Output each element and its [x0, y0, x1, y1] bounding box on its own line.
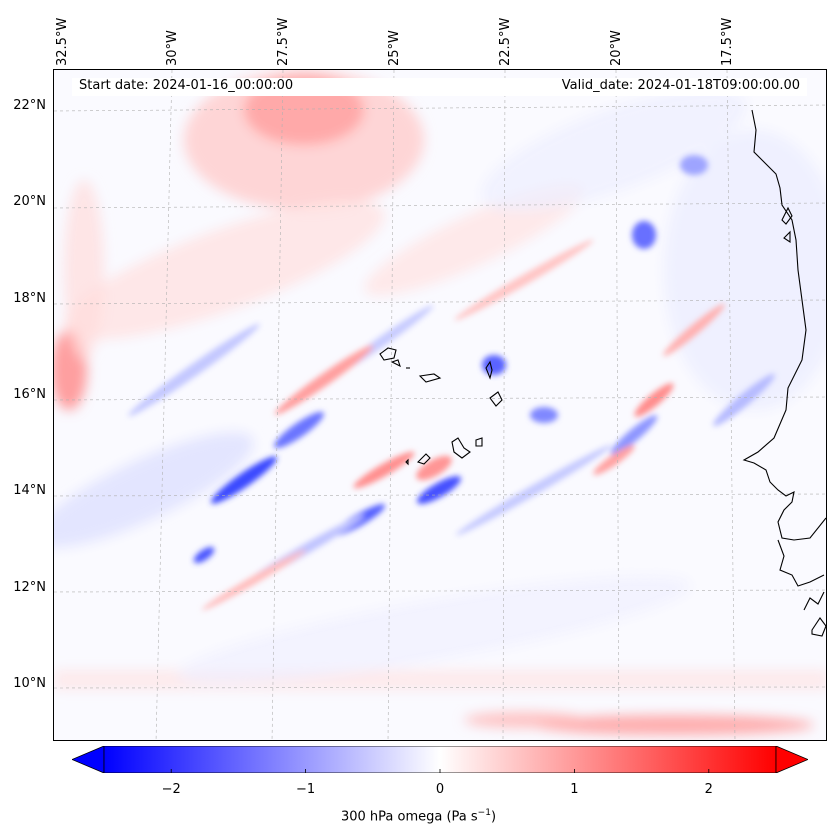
colorbar-tick-label: 0 — [435, 782, 445, 797]
colorbar-ticks — [170, 769, 710, 773]
omega-field-map — [54, 70, 826, 740]
graticule — [54, 70, 826, 740]
valid-date-label: Valid_date: 2024-01-18T09:00:00.00 — [561, 78, 800, 93]
colorbar-tick-label: −1 — [296, 782, 316, 797]
colorbar-title: 300 hPa omega (Pa s−1) — [0, 808, 837, 824]
lat-label: 10°N — [13, 676, 46, 691]
lon-label: 17.5°W — [720, 17, 735, 66]
colorbar-gradient — [103, 746, 777, 773]
lon-label: 25°W — [387, 30, 402, 66]
lon-label: 22.5°W — [498, 17, 513, 66]
colorbar — [72, 746, 808, 773]
start-date-label: Start date: 2024-01-16_00:00:00 — [79, 78, 294, 93]
colorbar-tick-label: −2 — [161, 782, 181, 797]
coastline — [742, 109, 826, 637]
lat-label: 18°N — [13, 291, 46, 306]
lat-label: 12°N — [13, 580, 46, 595]
lon-label: 32.5°W — [55, 17, 70, 66]
header-banner — [72, 78, 807, 96]
colorbar-tick-label: 2 — [704, 782, 713, 797]
lat-label: 16°N — [13, 387, 46, 402]
colorbar-units-suffix: ) — [490, 809, 497, 825]
lat-label: 14°N — [13, 483, 46, 498]
lon-label: 30°W — [165, 30, 180, 66]
colorbar-units-exponent: −1 — [477, 808, 491, 818]
streaks — [128, 155, 775, 611]
colorbar-tick-label: 1 — [570, 782, 579, 797]
lat-label: 22°N — [13, 98, 46, 113]
colorbar-extend-high — [775, 746, 808, 773]
lon-label: 20°W — [609, 30, 624, 66]
lon-label: 27.5°W — [276, 17, 291, 66]
colorbar-units-prefix: 300 hPa omega (Pa s — [340, 809, 478, 825]
colorbar-extend-low — [72, 746, 105, 773]
lat-label: 20°N — [13, 194, 46, 209]
cape-verde-islands — [379, 347, 503, 466]
map-panel — [53, 69, 827, 741]
